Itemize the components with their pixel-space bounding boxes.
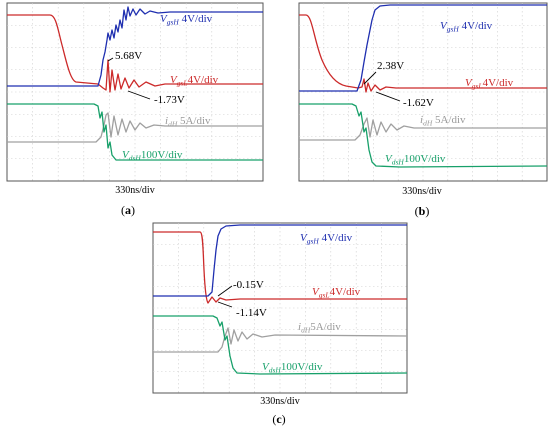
label-vdsh: VdsH100V/div <box>262 361 323 375</box>
vgsh-trace <box>153 224 407 297</box>
annotation-arrow <box>217 301 233 308</box>
panel-b: VgsH 4V/div VgsL4V/div idH 5A/div VdsH10… <box>298 2 548 218</box>
panel-label: (c) <box>272 412 285 426</box>
vgsl-trace <box>299 14 547 93</box>
vdsh-trace <box>299 103 548 168</box>
vgsh-trace <box>7 6 263 87</box>
label-idh: idH 5A/div <box>165 115 211 129</box>
grid <box>7 3 263 181</box>
label-idh: idH 5A/div <box>420 114 466 128</box>
vgsl-trace <box>153 231 407 304</box>
vgsl-trace <box>7 14 263 93</box>
label-vgsh: VgsH 4V/div <box>160 13 213 27</box>
panel-label: (b) <box>415 204 430 218</box>
label-vgsl: VgsL4V/div <box>465 77 514 91</box>
time-base: 330ns/div <box>402 186 441 197</box>
vgsh-trace <box>299 4 547 92</box>
annotation-dip: -1.14V <box>236 307 267 319</box>
annotation-arrow <box>107 57 114 62</box>
panel-a: VgsH 4V/div VgsL4V/div idH 5A/div VdsH10… <box>6 2 264 217</box>
label-vgsh: VgsH 4V/div <box>300 232 353 246</box>
time-base: 330ns/div <box>115 185 154 196</box>
annotation-arrow <box>127 90 151 100</box>
label-vgsl: VgsL4V/div <box>170 74 219 88</box>
label-vgsl: VgsL4V/div <box>312 286 361 300</box>
idh-trace <box>299 117 547 141</box>
label-vgsh: VgsH 4V/div <box>440 20 493 34</box>
annotation-peak: 5.68V <box>115 50 142 62</box>
annotation-peak: 2.38V <box>377 60 404 72</box>
label-vdsh: VdsH100V/div <box>385 153 446 167</box>
annotation-peak: -0.15V <box>233 279 264 291</box>
annotation-arrow <box>375 91 401 102</box>
label-idh: idH5A/div <box>298 321 341 335</box>
idh-trace <box>153 327 408 353</box>
vdsh-trace <box>7 103 263 161</box>
panel-c: VgsH 4V/div VgsL4V/div idH5A/div VdsH100… <box>152 222 408 426</box>
panel-label: (a) <box>121 203 135 217</box>
grid <box>153 223 407 393</box>
grid <box>299 3 547 181</box>
time-base: 330ns/div <box>260 396 299 407</box>
annotation-dip: -1.62V <box>403 97 434 109</box>
label-vdsh: VdsH100V/div <box>122 149 183 163</box>
annotation-arrow <box>217 285 233 297</box>
vdsh-trace <box>153 315 408 375</box>
annotation-dip: -1.73V <box>154 94 185 106</box>
annotation-arrow <box>363 71 377 85</box>
